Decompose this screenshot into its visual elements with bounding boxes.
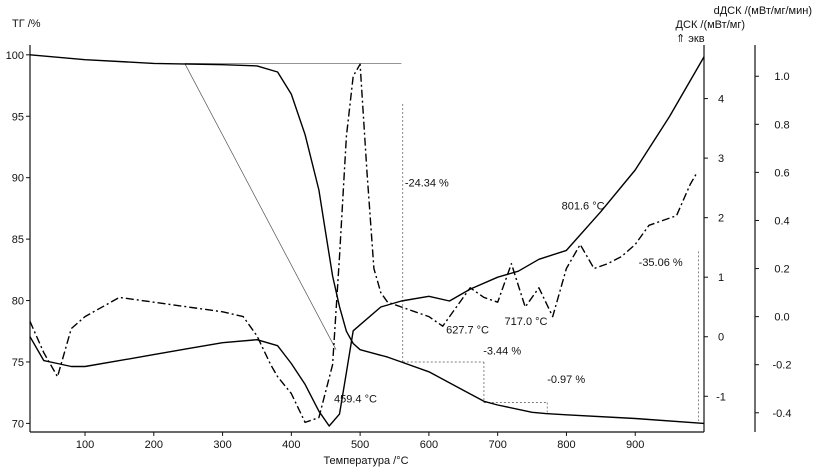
tg-tick-label: 80 [12, 296, 24, 308]
dsc-tick-label: 0 [718, 332, 724, 344]
x-tick-label: 200 [145, 439, 163, 451]
ddsc-tick-label: 0.8 [774, 119, 789, 131]
tg-curve [29, 54, 705, 425]
ddsc-tick-label: -0.2 [773, 360, 792, 372]
dsc-tick-label: 3 [718, 153, 724, 165]
data-series [29, 54, 705, 427]
x-tick-label: 600 [420, 439, 438, 451]
ddsc-curve [29, 63, 698, 424]
x-tick-label: 100 [76, 439, 94, 451]
annotation-label: -0.97 % [547, 374, 585, 386]
ddsc-tick-label: 0.0 [774, 312, 789, 324]
annotation-label: -35.06 % [639, 257, 683, 269]
x-tick-label: 700 [488, 439, 506, 451]
ddsc-tick-label: 0.6 [774, 167, 789, 179]
x-axis-title: Температура /°C [323, 455, 408, 467]
tg-tick-label: 70 [12, 418, 24, 430]
tg-tick-label: 90 [12, 173, 24, 185]
annotation-label: 717.0 °C [505, 316, 548, 328]
axis-ticks: 100 200 300 400 500 600 700 800 900 70 75 80 85 90 95 1… [6, 50, 792, 451]
ddsc-axis-title: dДСК /(мВт/мг/мин) [714, 5, 812, 17]
tg-axis-title: ТГ /% [12, 18, 41, 30]
dsc-tick-label: 1 [718, 272, 724, 284]
tg-tick-label: 75 [12, 357, 24, 369]
tg-tick-label: 85 [12, 234, 24, 246]
x-tick-label: 800 [557, 439, 575, 451]
annotation-label: 459.4 °C [334, 394, 377, 406]
x-tick-label: 500 [351, 439, 369, 451]
x-tick-label: 900 [626, 439, 644, 451]
dsc-curve [29, 56, 705, 427]
tg-tangent-guide [184, 63, 337, 350]
annotation-label: 627.7 °C [446, 325, 489, 337]
ddsc-tick-label: -0.4 [773, 408, 792, 420]
plot-frame [29, 45, 756, 433]
dsc-tick-label: 4 [718, 94, 724, 106]
tg-tick-label: 100 [6, 50, 24, 62]
annotation-label: 801.6 °C [562, 201, 605, 213]
annotation-label: -24.34 % [405, 177, 449, 189]
tg-tick-label: 95 [12, 111, 24, 123]
guide-lines [184, 63, 699, 421]
x-tick-label: 300 [213, 439, 231, 451]
x-tick-label: 400 [282, 439, 300, 451]
annotation-label: -3.44 % [483, 346, 521, 358]
ddsc-tick-label: 1.0 [774, 71, 789, 83]
ddsc-tick-label: 0.4 [774, 215, 789, 227]
ddsc-tick-label: 0.2 [774, 264, 789, 276]
dsc-tick-label: -1 [716, 391, 726, 403]
dsc-tick-label: 2 [718, 213, 724, 225]
exo-direction-label: ⇑ экв [676, 33, 705, 45]
dsc-axis-title: ДСК /(мВт/мг) [676, 19, 745, 31]
annotations: -24.34 % 801.6 °C 627.7 °C 717.0 °C -3.44 % -… [334, 177, 683, 405]
